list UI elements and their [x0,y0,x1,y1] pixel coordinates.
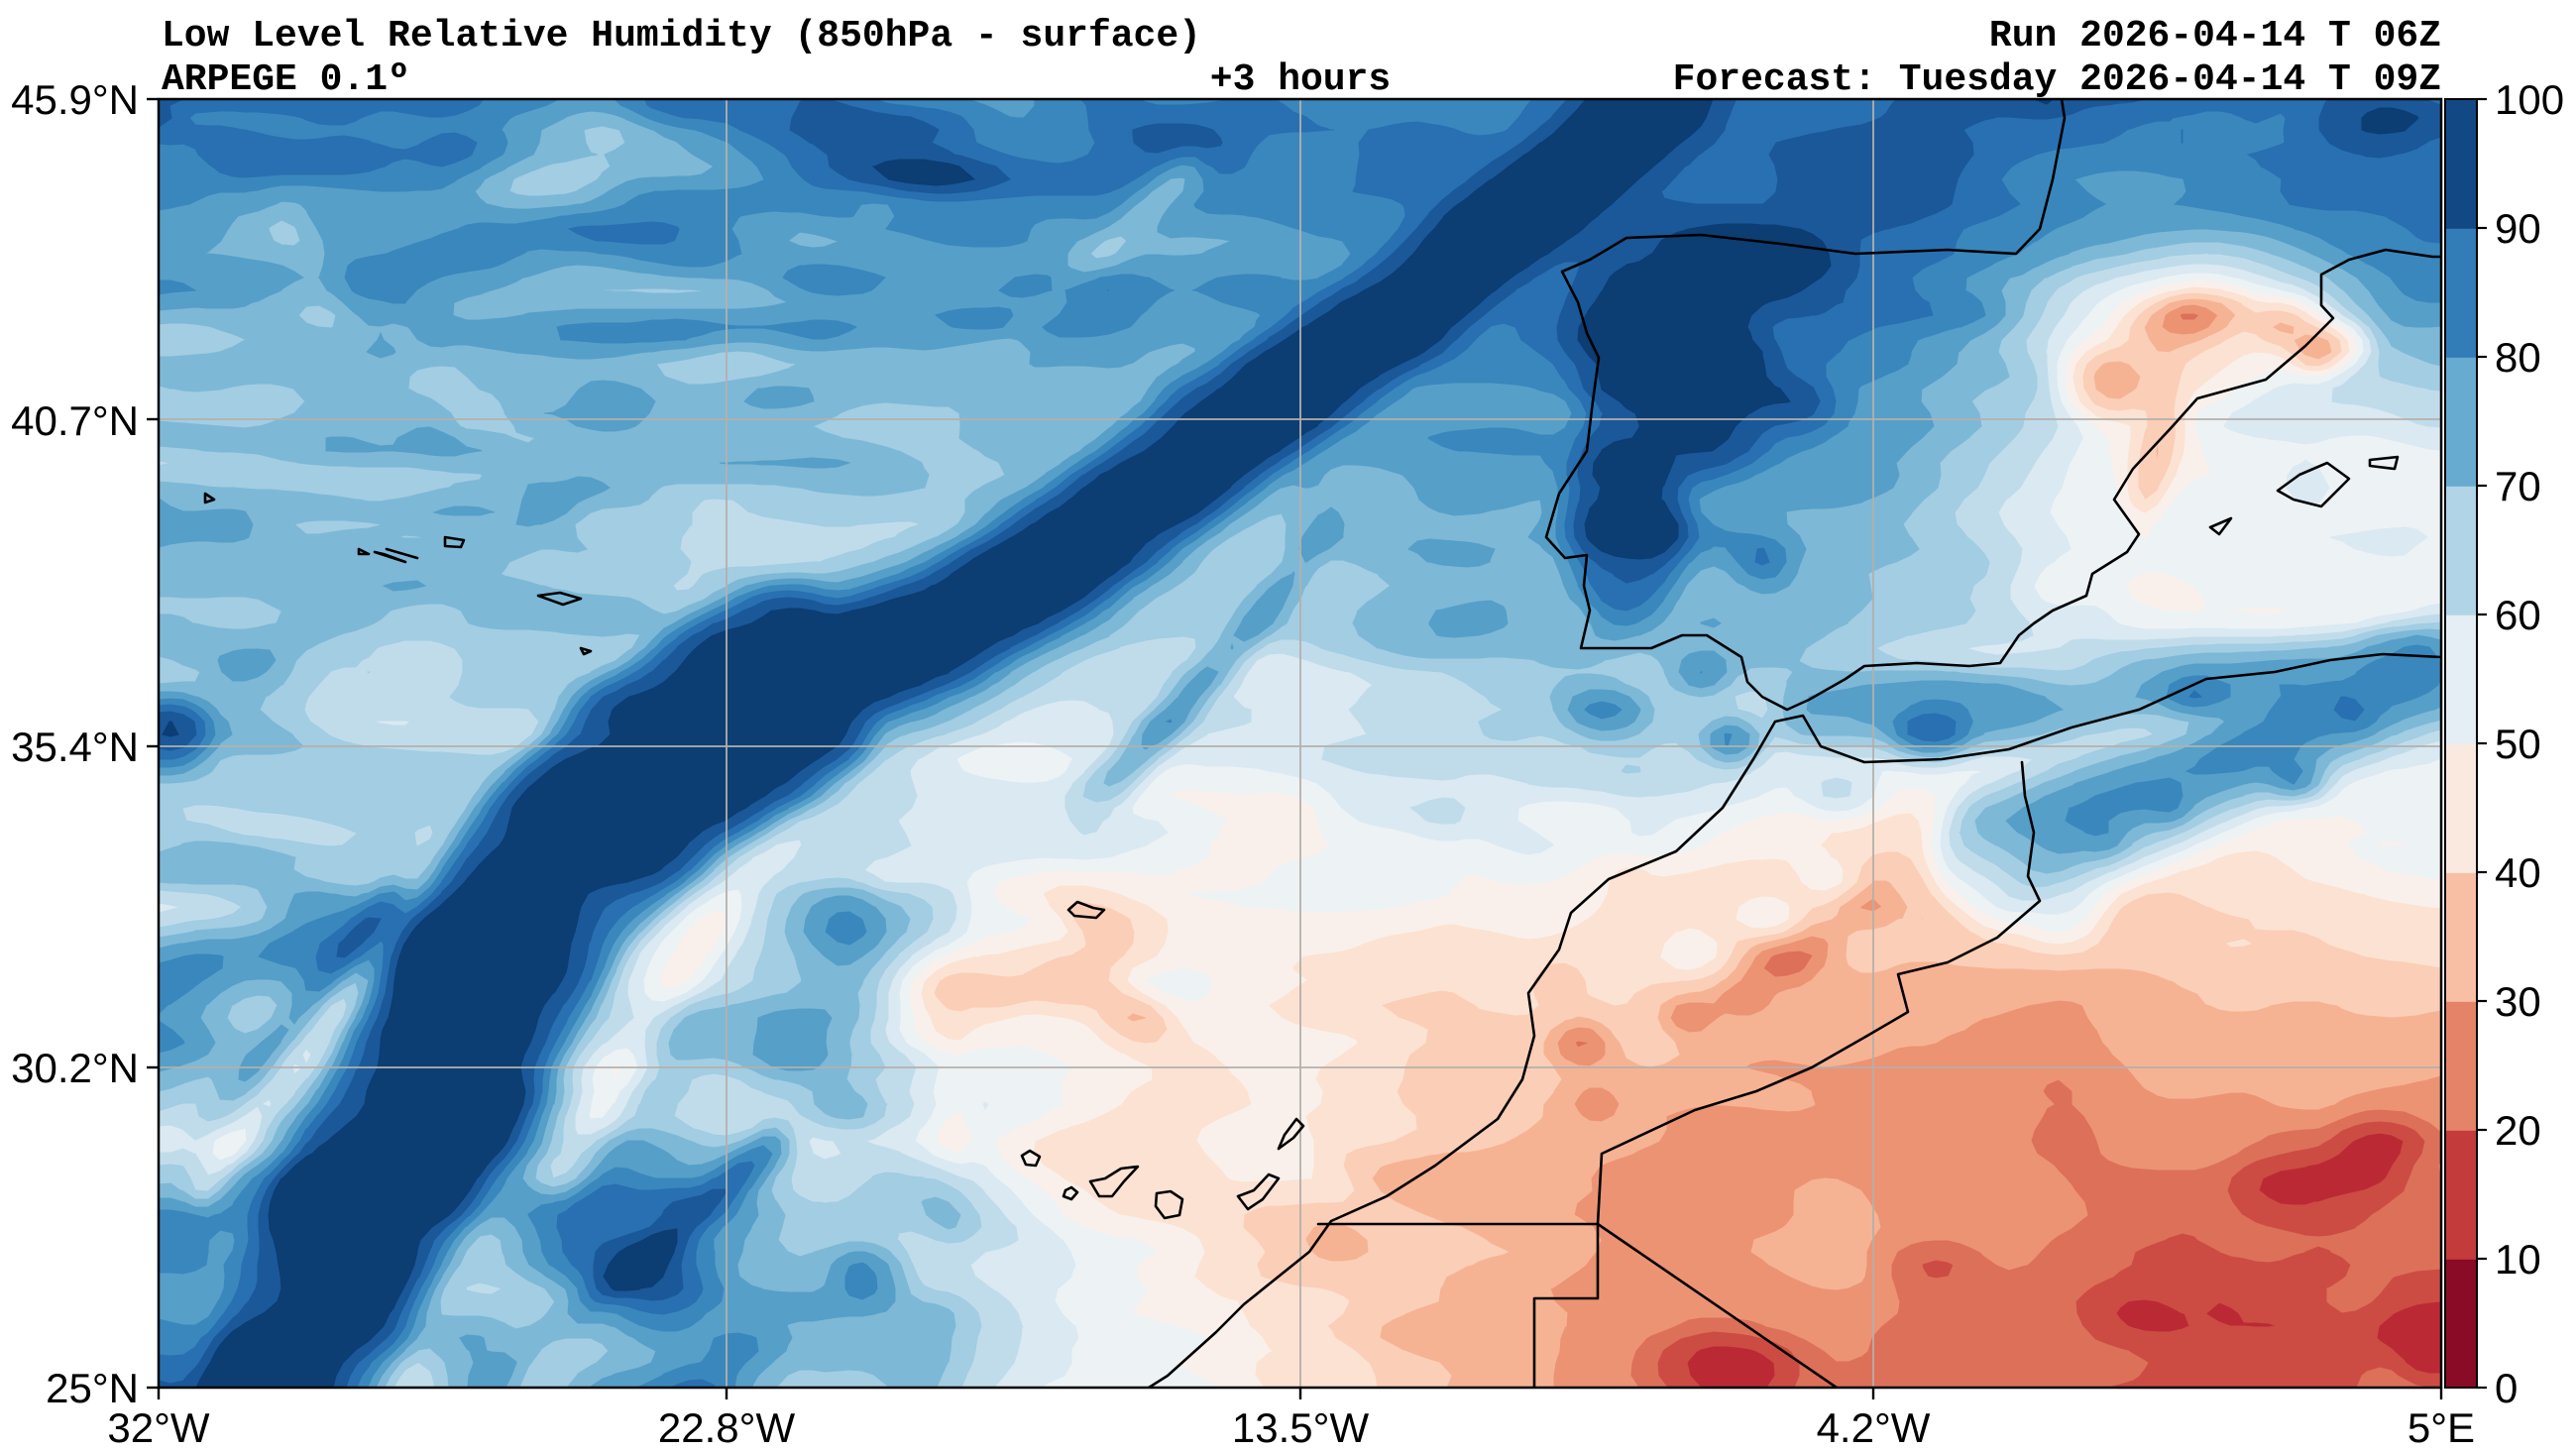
svg-text:100: 100 [2495,76,2564,123]
svg-text:0: 0 [2495,1365,2518,1411]
svg-text:13.5°W: 13.5°W [1232,1404,1370,1451]
svg-text:5°E: 5°E [2408,1404,2475,1451]
svg-text:Run 2026-04-14 T 06Z: Run 2026-04-14 T 06Z [1989,15,2441,57]
svg-text:40.7°N: 40.7°N [11,397,139,444]
svg-text:32°W: 32°W [107,1404,210,1451]
svg-text:30: 30 [2495,978,2541,1025]
svg-text:90: 90 [2495,205,2541,252]
svg-text:45.9°N: 45.9°N [11,76,139,123]
svg-text:+3 hours: +3 hours [1210,58,1391,101]
svg-text:40: 40 [2495,849,2541,896]
svg-text:60: 60 [2495,592,2541,638]
svg-text:10: 10 [2495,1236,2541,1283]
svg-text:Low Level Relative Humidity (8: Low Level Relative Humidity (850hPa - su… [162,15,1201,57]
svg-text:25°N: 25°N [46,1365,139,1411]
svg-text:ARPEGE 0.1º: ARPEGE 0.1º [162,58,410,101]
svg-text:22.8°W: 22.8°W [658,1404,796,1451]
svg-text:80: 80 [2495,334,2541,381]
svg-text:Forecast: Tuesday 2026-04-14 T: Forecast: Tuesday 2026-04-14 T 09Z [1673,58,2441,101]
svg-text:30.2°N: 30.2°N [11,1045,139,1091]
svg-text:70: 70 [2495,463,2541,509]
svg-text:20: 20 [2495,1107,2541,1154]
svg-text:35.4°N: 35.4°N [11,724,139,770]
svg-text:50: 50 [2495,721,2541,767]
svg-text:4.2°W: 4.2°W [1817,1404,1931,1451]
